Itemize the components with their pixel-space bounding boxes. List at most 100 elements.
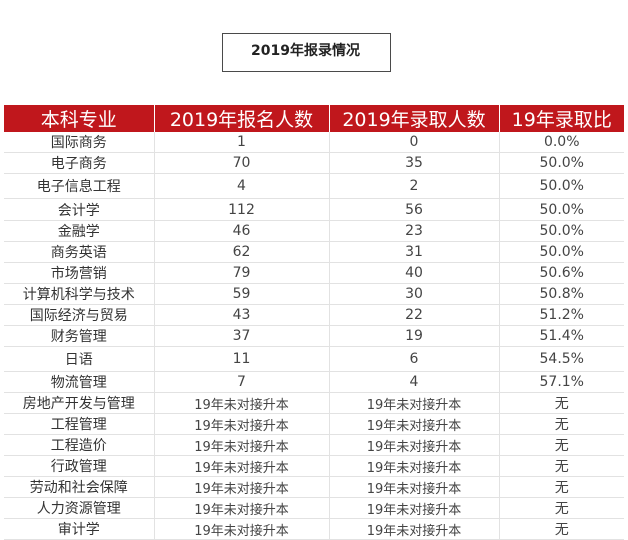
cell-major: 房地产开发与管理: [4, 392, 154, 414]
cell-admitted: 19年未对接升本: [328, 497, 499, 519]
cell-ratio: 50.0%: [498, 173, 624, 199]
cell-major: 物流管理: [4, 371, 154, 393]
cell-admitted: 23: [328, 220, 499, 242]
table-row: 市场营销 79 40 50.6%: [4, 262, 624, 284]
cell-admitted: 0: [328, 132, 499, 153]
header-ratio: 19年录取比: [498, 105, 624, 132]
cell-major: 人力资源管理: [4, 497, 154, 519]
cell-ratio: 50.0%: [498, 198, 624, 221]
cell-applicants: 19年未对接升本: [153, 392, 329, 414]
cell-admitted: 56: [328, 198, 499, 221]
cell-admitted: 22: [328, 304, 499, 326]
cell-ratio: 无: [498, 518, 624, 540]
cell-admitted: 19年未对接升本: [328, 434, 499, 456]
table-row: 物流管理 7 4 57.1%: [4, 371, 624, 393]
cell-major: 市场营销: [4, 262, 154, 284]
table-row: 房地产开发与管理 19年未对接升本 19年未对接升本无: [4, 392, 624, 414]
table-row: 商务英语 62 31 50.0%: [4, 241, 624, 263]
cell-applicants: 19年未对接升本: [153, 434, 329, 456]
cell-applicants: 19年未对接升本: [153, 518, 329, 540]
cell-applicants: 19年未对接升本: [153, 497, 329, 519]
cell-applicants: 1: [153, 132, 329, 153]
header-major: 本科专业: [4, 105, 154, 132]
table-row: 国际商务 1 0 0.0%: [4, 132, 624, 153]
cell-major: 商务英语: [4, 241, 154, 263]
cell-ratio: 51.4%: [498, 325, 624, 347]
cell-ratio: 无: [498, 392, 624, 414]
cell-major: 计算机科学与技术: [4, 283, 154, 305]
table-row: 工程管理 19年未对接升本 19年未对接升本无: [4, 413, 624, 435]
cell-major: 金融学: [4, 220, 154, 242]
cell-admitted: 40: [328, 262, 499, 284]
cell-ratio: 51.2%: [498, 304, 624, 326]
cell-major: 工程造价: [4, 434, 154, 456]
cell-major: 日语: [4, 346, 154, 372]
cell-admitted: 19年未对接升本: [328, 392, 499, 414]
table-row: 审计学 19年未对接升本 19年未对接升本无: [4, 518, 624, 540]
cell-admitted: 35: [328, 152, 499, 174]
cell-applicants: 37: [153, 325, 329, 347]
cell-admitted: 19: [328, 325, 499, 347]
table-row: 工程造价 19年未对接升本 19年未对接升本无: [4, 434, 624, 456]
table-header-row: 本科专业 2019年报名人数 2019年录取人数 19年录取比: [4, 105, 624, 132]
table-row: 财务管理 37 19 51.4%: [4, 325, 624, 347]
table-row: 行政管理 19年未对接升本 19年未对接升本无: [4, 455, 624, 477]
cell-admitted: 19年未对接升本: [328, 413, 499, 435]
cell-major: 财务管理: [4, 325, 154, 347]
cell-admitted: 19年未对接升本: [328, 455, 499, 477]
header-admitted: 2019年录取人数: [328, 105, 499, 132]
cell-applicants: 19年未对接升本: [153, 476, 329, 498]
cell-ratio: 0.0%: [498, 132, 624, 153]
table-row: 电子商务 70 35 50.0%: [4, 152, 624, 174]
cell-applicants: 70: [153, 152, 329, 174]
cell-applicants: 46: [153, 220, 329, 242]
title-frame: [222, 33, 391, 72]
table-row: 金融学 46 23 50.0%: [4, 220, 624, 242]
table-row: 国际经济与贸易 43 22 51.2%: [4, 304, 624, 326]
cell-admitted: 19年未对接升本: [328, 518, 499, 540]
table-row: 日语 11 6 54.5%: [4, 346, 624, 372]
cell-ratio: 54.5%: [498, 346, 624, 372]
cell-ratio: 50.0%: [498, 152, 624, 174]
cell-ratio: 50.6%: [498, 262, 624, 284]
table-row: 电子信息工程 4 2 50.0%: [4, 173, 624, 199]
table-row: 计算机科学与技术 59 30 50.8%: [4, 283, 624, 305]
header-applicants: 2019年报名人数: [153, 105, 329, 132]
cell-major: 电子信息工程: [4, 173, 154, 199]
section-title: 2019年报录情况: [251, 43, 360, 59]
cell-major: 工程管理: [4, 413, 154, 435]
cell-applicants: 4: [153, 173, 329, 199]
cell-ratio: 无: [498, 455, 624, 477]
cell-ratio: 无: [498, 497, 624, 519]
cell-ratio: 无: [498, 476, 624, 498]
table-row: 会计学 112 56 50.0%: [4, 198, 624, 221]
cell-applicants: 62: [153, 241, 329, 263]
table-row: 人力资源管理 19年未对接升本 19年未对接升本无: [4, 497, 624, 519]
cell-ratio: 50.8%: [498, 283, 624, 305]
cell-ratio: 无: [498, 413, 624, 435]
table-row: 劳动和社会保障 19年未对接升本 19年未对接升本无: [4, 476, 624, 498]
cell-major: 国际商务: [4, 132, 154, 153]
cell-ratio: 57.1%: [498, 371, 624, 393]
cell-ratio: 无: [498, 434, 624, 456]
cell-major: 审计学: [4, 518, 154, 540]
cell-admitted: 2: [328, 173, 499, 199]
cell-applicants: 112: [153, 198, 329, 221]
cell-major: 劳动和社会保障: [4, 476, 154, 498]
cell-major: 国际经济与贸易: [4, 304, 154, 326]
cell-applicants: 59: [153, 283, 329, 305]
cell-admitted: 31: [328, 241, 499, 263]
cell-major: 会计学: [4, 198, 154, 221]
cell-applicants: 43: [153, 304, 329, 326]
admission-table: 本科专业 2019年报名人数 2019年录取人数 19年录取比 国际商务 1 0 0.…: [4, 105, 624, 540]
cell-major: 行政管理: [4, 455, 154, 477]
cell-applicants: 79: [153, 262, 329, 284]
cell-applicants: 19年未对接升本: [153, 455, 329, 477]
cell-applicants: 11: [153, 346, 329, 372]
cell-admitted: 30: [328, 283, 499, 305]
cell-admitted: 6: [328, 346, 499, 372]
cell-major: 电子商务: [4, 152, 154, 174]
cell-applicants: 7: [153, 371, 329, 393]
cell-admitted: 19年未对接升本: [328, 476, 499, 498]
cell-applicants: 19年未对接升本: [153, 413, 329, 435]
